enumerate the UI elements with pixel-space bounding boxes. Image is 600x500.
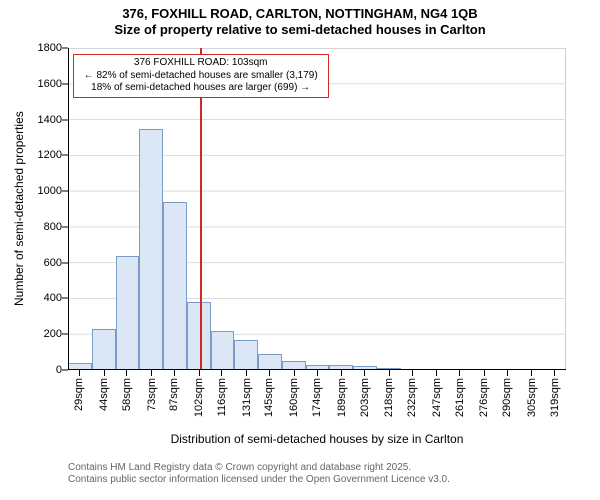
x-tick-label: 73sqm: [146, 378, 158, 411]
footer-line1: Contains HM Land Registry data © Crown c…: [68, 462, 450, 474]
x-tick-mark: [341, 370, 342, 376]
x-tick-mark: [104, 370, 105, 376]
x-tick-mark: [221, 370, 222, 376]
callout-line2: ← 82% of semi-detached houses are smalle…: [80, 70, 322, 83]
x-tick-label: 116sqm: [216, 378, 228, 416]
x-tick-mark: [389, 370, 390, 376]
x-tick-label: 189sqm: [336, 378, 348, 417]
y-axis-line: [68, 48, 69, 370]
y-tick-mark: [62, 155, 68, 156]
x-tick-label: 232sqm: [406, 378, 418, 417]
x-axis-label: Distribution of semi-detached houses by …: [68, 432, 566, 446]
chart-title: 376, FOXHILL ROAD, CARLTON, NOTTINGHAM, …: [0, 6, 600, 39]
y-tick-mark: [62, 370, 68, 371]
histogram-bar: [211, 331, 235, 370]
x-tick-mark: [412, 370, 413, 376]
y-tick-mark: [62, 191, 68, 192]
x-tick-mark: [459, 370, 460, 376]
x-tick-mark: [436, 370, 437, 376]
chart-title-line2: Size of property relative to semi-detach…: [0, 22, 600, 38]
x-tick-label: 276sqm: [478, 378, 490, 417]
attribution-footer: Contains HM Land Registry data © Crown c…: [68, 462, 450, 486]
x-tick-label: 131sqm: [241, 378, 253, 417]
y-tick-mark: [62, 48, 68, 49]
histogram-bar: [116, 256, 140, 370]
x-tick-label: 319sqm: [549, 378, 561, 417]
x-tick-label: 247sqm: [431, 378, 443, 417]
y-tick-mark: [62, 226, 68, 227]
x-tick-label: 160sqm: [288, 378, 300, 417]
x-tick-label: 203sqm: [359, 378, 371, 417]
x-tick-mark: [507, 370, 508, 376]
x-tick-mark: [554, 370, 555, 376]
x-tick-label: 58sqm: [121, 378, 133, 411]
y-tick-mark: [62, 298, 68, 299]
x-tick-mark: [151, 370, 152, 376]
y-tick-mark: [62, 334, 68, 335]
x-tick-label: 261sqm: [454, 378, 466, 417]
x-tick-label: 102sqm: [193, 378, 205, 417]
x-tick-label: 305sqm: [526, 378, 538, 417]
x-tick-label: 218sqm: [383, 378, 395, 417]
x-tick-mark: [484, 370, 485, 376]
x-tick-mark: [126, 370, 127, 376]
x-tick-mark: [317, 370, 318, 376]
x-tick-label: 174sqm: [311, 378, 323, 417]
histogram-bar: [139, 129, 163, 371]
y-tick-mark: [62, 119, 68, 120]
property-size-histogram: 376, FOXHILL ROAD, CARLTON, NOTTINGHAM, …: [0, 0, 600, 500]
x-tick-mark: [531, 370, 532, 376]
x-tick-label: 87sqm: [168, 378, 180, 411]
x-tick-mark: [79, 370, 80, 376]
x-tick-mark: [269, 370, 270, 376]
x-tick-mark: [294, 370, 295, 376]
x-tick-label: 44sqm: [98, 378, 110, 411]
x-tick-mark: [364, 370, 365, 376]
footer-line2: Contains public sector information licen…: [68, 474, 450, 486]
histogram-bar: [258, 354, 282, 370]
callout-line1: 376 FOXHILL ROAD: 103sqm: [80, 57, 322, 70]
histogram-bar: [92, 329, 116, 370]
histogram-bar: [187, 302, 211, 370]
x-tick-label: 29sqm: [73, 378, 85, 411]
x-tick-label: 145sqm: [263, 378, 275, 417]
x-tick-mark: [246, 370, 247, 376]
y-tick-mark: [62, 83, 68, 84]
histogram-bar: [163, 202, 187, 370]
callout-line3: 18% of semi-detached houses are larger (…: [80, 82, 322, 95]
reference-callout: 376 FOXHILL ROAD: 103sqm ← 82% of semi-d…: [73, 54, 329, 98]
plot-area: 376 FOXHILL ROAD: 103sqm ← 82% of semi-d…: [68, 48, 566, 370]
y-tick-mark: [62, 262, 68, 263]
y-axis-label: Number of semi-detached properties: [12, 48, 26, 370]
chart-title-line1: 376, FOXHILL ROAD, CARLTON, NOTTINGHAM, …: [0, 6, 600, 22]
x-tick-mark: [199, 370, 200, 376]
histogram-bar: [234, 340, 258, 370]
x-tick-label: 290sqm: [501, 378, 513, 417]
x-tick-mark: [174, 370, 175, 376]
